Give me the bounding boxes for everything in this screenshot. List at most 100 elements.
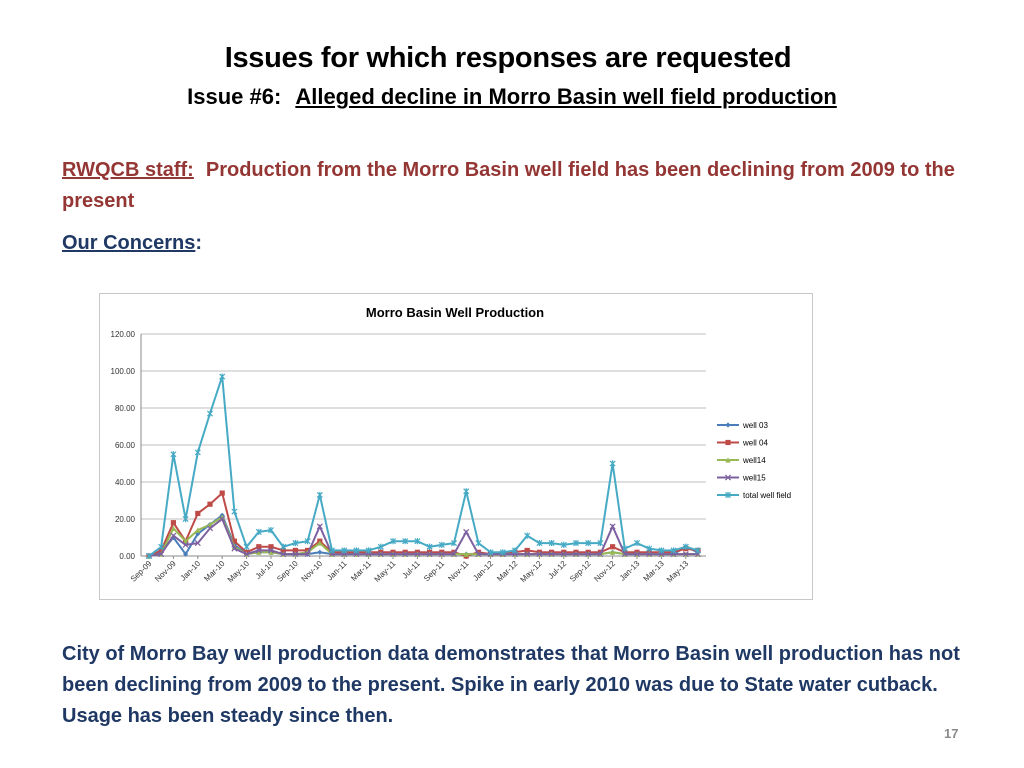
data-point: [524, 547, 530, 554]
data-point: [341, 547, 348, 554]
x-tick-label: Mar-13: [642, 559, 667, 584]
rwqcb-staff-label: RWQCB staff:: [62, 159, 194, 181]
data-point: [158, 551, 165, 558]
data-point: [725, 422, 731, 428]
data-point: [609, 460, 616, 467]
data-point: [182, 515, 189, 523]
data-point: [243, 551, 250, 558]
grid-layer: [141, 333, 706, 557]
data-point: [402, 551, 409, 558]
legend-label: total well field: [743, 491, 791, 500]
data-point: [195, 510, 201, 517]
data-point: [206, 410, 214, 417]
data-point: [450, 539, 458, 547]
x-tick-label: Sep-12: [568, 559, 593, 584]
legend-item: well 04: [717, 439, 768, 448]
data-point: [170, 525, 176, 531]
x-tick-label: Mar-12: [495, 559, 520, 584]
y-tick-label: 100.00: [111, 367, 136, 376]
data-point: [682, 551, 689, 558]
legend-label: well 03: [742, 421, 768, 430]
data-point: [646, 545, 653, 552]
data-point: [426, 543, 433, 550]
chart-title: Morro Basin Well Production: [366, 305, 544, 320]
x-tick-label: Sep-10: [275, 559, 300, 584]
data-point: [610, 549, 616, 555]
series-well15: [145, 515, 702, 560]
data-point: [450, 551, 458, 558]
x-tick-label: Nov-10: [300, 559, 325, 584]
data-point: [194, 449, 201, 456]
our-concerns-label: Our Concerns: [62, 232, 196, 254]
data-point: [219, 373, 226, 380]
data-point: [724, 474, 732, 481]
x-tick-label: Mar-11: [349, 559, 373, 583]
page-number: 17: [944, 726, 959, 741]
data-point: [609, 523, 616, 530]
y-tick-label: 80.00: [115, 404, 136, 413]
data-point: [572, 539, 580, 547]
data-point: [487, 549, 494, 556]
data-point: [463, 528, 470, 535]
data-point: [646, 551, 653, 558]
data-point: [438, 551, 445, 558]
data-point: [256, 549, 262, 555]
x-tick-label: Jan-13: [618, 559, 642, 583]
data-point: [182, 541, 189, 548]
series-total-well-field: [145, 373, 702, 560]
data-point: [633, 551, 641, 558]
data-point: [389, 538, 397, 545]
x-tick-label: Jan-10: [179, 559, 203, 583]
x-tick-label: Nov-09: [153, 559, 178, 584]
data-point: [255, 547, 262, 554]
data-point: [317, 549, 323, 555]
issue-prefix: Issue #6:: [187, 84, 282, 109]
data-point: [145, 552, 153, 560]
series-line: [148, 376, 699, 557]
data-point: [206, 525, 214, 532]
data-point: [597, 551, 604, 558]
data-point: [353, 547, 360, 554]
data-point: [292, 539, 299, 547]
y-tick-label: 20.00: [115, 515, 136, 524]
data-point: [548, 539, 555, 547]
x-tick-label: May-11: [373, 559, 398, 584]
data-point: [724, 491, 732, 499]
rwqcb-staff-statement: RWQCB staff: Production from the Morro Ba…: [62, 155, 962, 217]
data-point: [621, 551, 628, 558]
x-tick-label: Jan-12: [471, 559, 495, 583]
well-production-chart: Morro Basin Well Production 0.00 20.00 40.…: [99, 293, 813, 600]
data-point: [389, 551, 397, 558]
chart-svg: Morro Basin Well Production 0.00 20.00 40.…: [111, 305, 792, 585]
data-point: [560, 541, 567, 548]
data-point: [194, 540, 201, 547]
chart-legend: well 03 well 04 well14 well15 total well fie…: [717, 421, 791, 500]
data-point: [499, 549, 506, 556]
legend-label: well 04: [742, 439, 768, 448]
x-tick-label: Jul-11: [400, 559, 422, 581]
data-point: [536, 551, 543, 558]
data-point: [183, 538, 189, 544]
data-point: [402, 538, 409, 545]
data-point: [207, 521, 213, 528]
data-point: [536, 539, 543, 547]
y-tick-label: 60.00: [115, 441, 136, 450]
data-point: [658, 547, 665, 554]
data-point: [475, 539, 482, 547]
x-tick-label: Mar-10: [202, 559, 227, 584]
legend-item: total well field: [717, 491, 791, 500]
data-point: [231, 545, 238, 552]
data-point: [572, 551, 580, 558]
series-line: [148, 491, 699, 558]
data-point: [560, 551, 567, 558]
legend-label: well14: [742, 456, 766, 465]
data-point: [463, 551, 469, 557]
data-point: [682, 543, 689, 550]
data-point: [475, 551, 482, 558]
data-point: [316, 523, 323, 530]
data-point: [268, 544, 274, 550]
data-point: [725, 457, 731, 463]
x-tick-label: May-12: [519, 559, 545, 585]
data-point: [610, 544, 616, 550]
data-point: [292, 547, 298, 554]
